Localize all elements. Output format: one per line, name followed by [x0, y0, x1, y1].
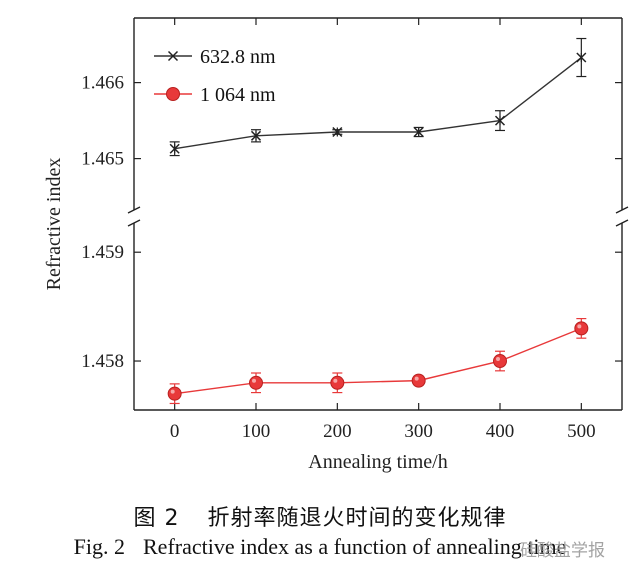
x-tick-label: 400	[486, 421, 515, 442]
y-axis-ticks: 1.465 1.466 1.458 1.459	[81, 73, 622, 372]
series-line	[174, 56, 582, 150]
data-point-highlight	[170, 389, 175, 394]
legend-marker	[166, 87, 180, 101]
data-point	[250, 130, 262, 141]
y-tick-label-upper: 1.465	[81, 149, 124, 170]
caption-cn-figure-number: 图 2	[133, 506, 180, 531]
x-tick-label: 200	[323, 421, 352, 442]
data-point	[576, 52, 587, 63]
series-layer	[167, 37, 589, 405]
data-point	[332, 126, 343, 138]
legend-item-1: 632.8 nm	[154, 46, 276, 68]
data-point	[411, 373, 426, 388]
y-tick-label-upper: 1.466	[81, 73, 124, 94]
x-tick-label: 100	[242, 421, 271, 442]
caption-cn-text: 折射率随退火时间的变化规律	[207, 506, 507, 531]
data-point-highlight	[333, 378, 338, 383]
y-tick-label-lower: 1.458	[81, 351, 124, 372]
axis-break-right-2	[615, 219, 629, 227]
series-1	[169, 37, 587, 157]
data-point-highlight	[577, 324, 582, 329]
legend-marker	[167, 50, 179, 62]
x-tick-label: 0	[170, 421, 180, 442]
data-point	[413, 126, 424, 138]
caption-chinese: 图 2 折射率随退火时间的变化规律	[0, 500, 640, 532]
caption-en-figure-number: Fig. 2	[73, 534, 125, 559]
data-point	[167, 386, 182, 401]
data-point-highlight	[496, 357, 500, 362]
legend: 632.8 nm 1 064 nm	[154, 46, 276, 106]
series-2	[167, 317, 589, 405]
axis-break-right-1	[615, 206, 629, 214]
legend-label: 1 064 nm	[200, 84, 276, 106]
x-axis-label: Annealing time/h	[308, 451, 447, 473]
y-tick-label-lower: 1.459	[81, 242, 124, 263]
watermark: 硅酸盐学报	[520, 541, 605, 561]
data-point	[169, 143, 180, 154]
legend-label: 632.8 nm	[200, 46, 276, 68]
x-tick-label: 300	[404, 421, 433, 442]
plot-frame	[127, 17, 629, 411]
data-point	[494, 115, 506, 126]
data-point	[574, 321, 589, 336]
x-axis-ticks: 0 100 200 300 400 500	[170, 18, 596, 442]
series-line	[174, 327, 582, 395]
chart: 0 100 200 300 400 500 1.465 1.466 1.458 1.459 63…	[43, 17, 629, 473]
data-point	[493, 354, 507, 369]
caption-en-text: Refractive index as a function of anneal…	[143, 534, 567, 559]
data-point-highlight	[414, 376, 419, 381]
caption-english: Fig. 2 Refractive index as a function of …	[0, 534, 640, 560]
data-point	[249, 375, 263, 390]
data-point	[330, 375, 345, 390]
x-tick-label: 500	[567, 421, 596, 442]
y-axis-label: Refractive index	[43, 158, 65, 291]
axis-break-left-2	[127, 219, 141, 227]
data-point-highlight	[252, 378, 256, 383]
axis-break-left-1	[127, 206, 141, 214]
legend-item-2: 1 064 nm	[154, 84, 276, 106]
